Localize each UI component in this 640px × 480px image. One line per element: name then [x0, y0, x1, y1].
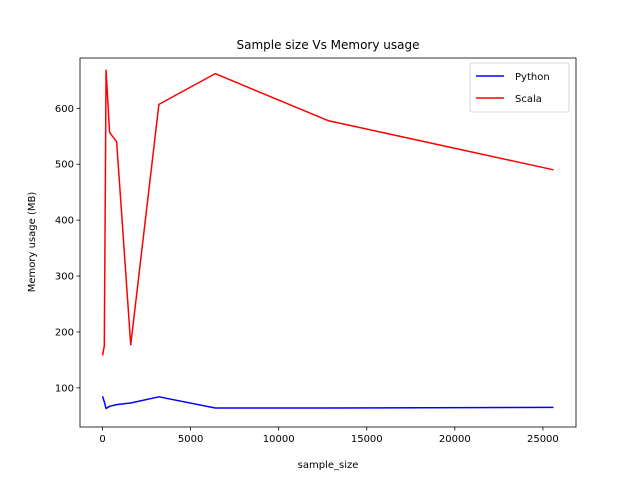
y-tick-label: 500 [55, 160, 74, 171]
y-axis-ticks: 100 200 300 400 500 600 [55, 104, 80, 394]
chart-title: Sample size Vs Memory usage [237, 38, 420, 52]
x-tick-label: 5000 [178, 434, 203, 445]
plot-area: 0 5000 10000 15000 20000 25000 100 200 300 400 50… [55, 57, 577, 445]
x-tick-label: 20000 [439, 434, 471, 445]
axes-frame [79, 57, 577, 428]
legend-label-scala: Scala [515, 94, 542, 105]
y-tick-label: 100 [55, 383, 74, 394]
y-tick-label: 300 [55, 272, 74, 283]
series-line-scala [101, 69, 554, 356]
plot-background [80, 58, 576, 427]
legend-label-python: Python [515, 72, 550, 83]
legend: Python Scala [469, 62, 570, 113]
x-tick-label: 15000 [351, 434, 383, 445]
y-tick-label: 200 [55, 327, 74, 338]
series-line-python [101, 396, 554, 410]
x-tick-label: 25000 [527, 434, 559, 445]
series-layer [101, 69, 554, 410]
x-axis-label: sample_size [298, 460, 359, 471]
y-tick-label: 400 [55, 216, 74, 227]
x-tick-label: 10000 [263, 434, 295, 445]
legend-entries: Python Scala [476, 72, 550, 105]
y-axis-label: Memory usage (MB) [27, 192, 38, 293]
x-axis-ticks: 0 5000 10000 15000 20000 25000 [99, 427, 559, 445]
y-tick-label: 600 [55, 104, 74, 115]
x-tick-label: 0 [99, 434, 105, 445]
